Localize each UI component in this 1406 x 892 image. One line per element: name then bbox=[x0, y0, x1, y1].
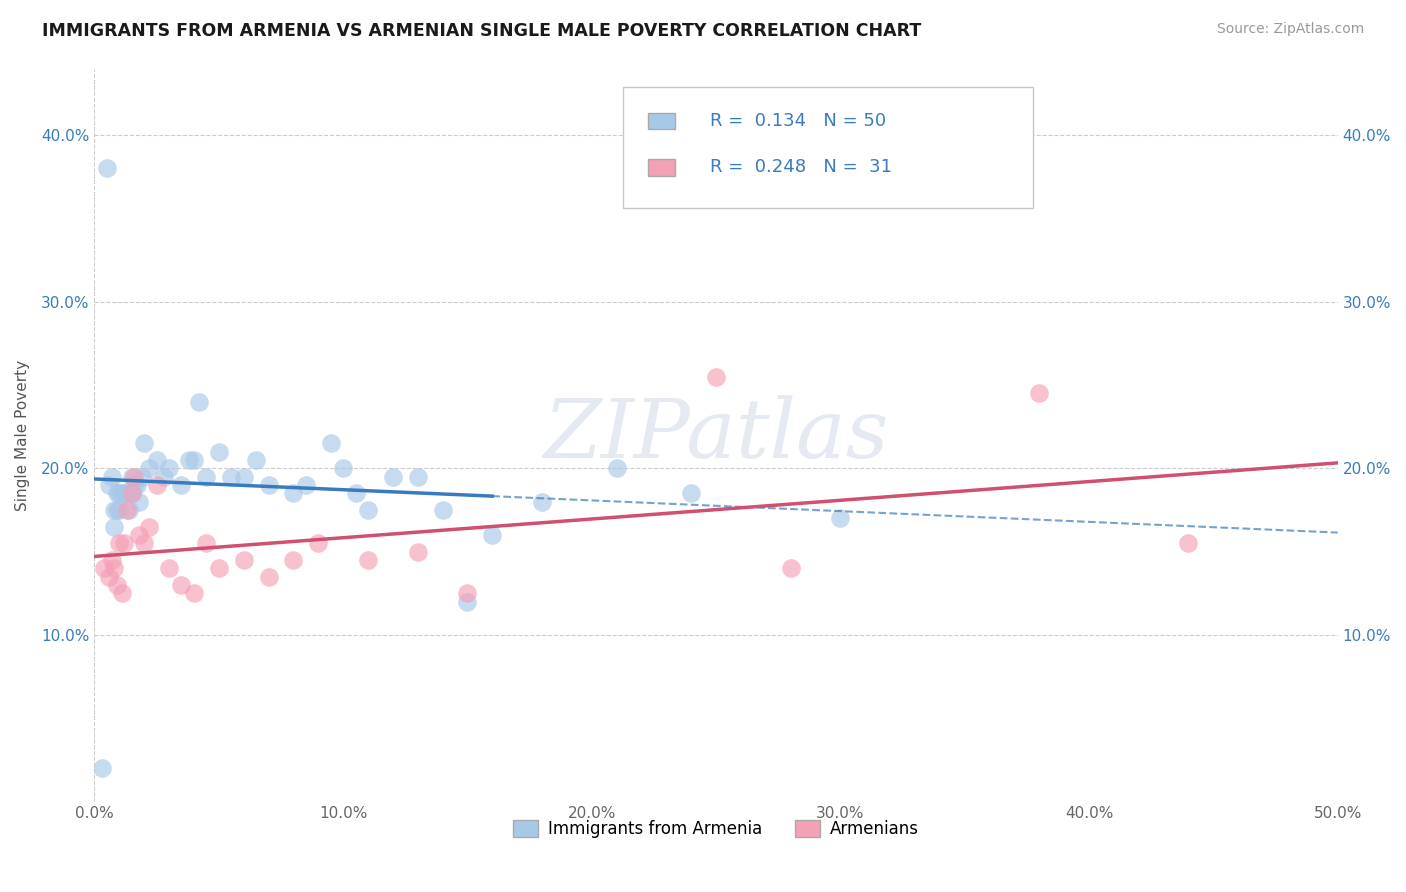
Point bbox=[103, 519, 125, 533]
Y-axis label: Single Male Poverty: Single Male Poverty bbox=[15, 359, 30, 510]
Point bbox=[157, 461, 180, 475]
Point bbox=[115, 486, 138, 500]
Point bbox=[183, 586, 205, 600]
Point bbox=[187, 394, 209, 409]
Point bbox=[101, 469, 124, 483]
FancyBboxPatch shape bbox=[648, 113, 675, 129]
Point bbox=[138, 519, 160, 533]
Point bbox=[128, 528, 150, 542]
Point bbox=[257, 569, 280, 583]
Point bbox=[357, 503, 380, 517]
Point bbox=[1177, 536, 1199, 550]
Point bbox=[830, 511, 852, 525]
Point bbox=[111, 586, 134, 600]
Point bbox=[183, 453, 205, 467]
Point bbox=[344, 486, 367, 500]
Point bbox=[195, 469, 218, 483]
Point bbox=[103, 561, 125, 575]
Point bbox=[121, 486, 143, 500]
Point bbox=[96, 161, 118, 176]
Point bbox=[219, 469, 242, 483]
Text: R =  0.248   N =  31: R = 0.248 N = 31 bbox=[710, 159, 891, 177]
Point bbox=[128, 494, 150, 508]
Point bbox=[121, 486, 143, 500]
Point bbox=[105, 578, 128, 592]
Point bbox=[122, 478, 145, 492]
Point bbox=[1028, 386, 1050, 401]
Point bbox=[138, 461, 160, 475]
Point bbox=[115, 503, 138, 517]
Text: ZIPatlas: ZIPatlas bbox=[543, 395, 889, 475]
Point bbox=[103, 503, 125, 517]
Point bbox=[145, 478, 167, 492]
Point bbox=[481, 528, 503, 542]
Point bbox=[606, 461, 628, 475]
Point bbox=[134, 436, 156, 450]
Point bbox=[319, 436, 342, 450]
Point bbox=[112, 486, 135, 500]
Point bbox=[101, 553, 124, 567]
Point bbox=[108, 536, 131, 550]
Point bbox=[195, 536, 218, 550]
Point bbox=[295, 478, 318, 492]
Point bbox=[112, 536, 135, 550]
Point bbox=[170, 578, 193, 592]
Point bbox=[406, 469, 429, 483]
Point bbox=[432, 503, 454, 517]
Point bbox=[681, 486, 703, 500]
FancyBboxPatch shape bbox=[623, 87, 1033, 208]
Point bbox=[530, 494, 553, 508]
Text: Source: ZipAtlas.com: Source: ZipAtlas.com bbox=[1216, 22, 1364, 37]
Legend: Immigrants from Armenia, Armenians: Immigrants from Armenia, Armenians bbox=[506, 813, 927, 845]
Point bbox=[357, 553, 380, 567]
Point bbox=[406, 544, 429, 558]
Point bbox=[90, 761, 112, 775]
Text: IMMIGRANTS FROM ARMENIA VS ARMENIAN SINGLE MALE POVERTY CORRELATION CHART: IMMIGRANTS FROM ARMENIA VS ARMENIAN SING… bbox=[42, 22, 921, 40]
Point bbox=[153, 469, 176, 483]
Point bbox=[121, 469, 143, 483]
Point bbox=[307, 536, 329, 550]
Point bbox=[105, 503, 128, 517]
Point bbox=[131, 469, 153, 483]
Point bbox=[257, 478, 280, 492]
Point bbox=[208, 561, 231, 575]
Point bbox=[283, 553, 305, 567]
Point bbox=[93, 561, 115, 575]
Point bbox=[232, 553, 254, 567]
Point bbox=[332, 461, 354, 475]
Point bbox=[245, 453, 267, 467]
Point bbox=[145, 453, 167, 467]
Point bbox=[105, 486, 128, 500]
Point bbox=[108, 503, 131, 517]
Point bbox=[232, 469, 254, 483]
Point bbox=[381, 469, 404, 483]
Point bbox=[157, 561, 180, 575]
Point bbox=[456, 594, 478, 608]
Point bbox=[170, 478, 193, 492]
Point bbox=[125, 478, 148, 492]
Point bbox=[98, 569, 121, 583]
Text: R =  0.134   N = 50: R = 0.134 N = 50 bbox=[710, 112, 886, 130]
Point bbox=[208, 444, 231, 458]
Point bbox=[283, 486, 305, 500]
Point bbox=[98, 478, 121, 492]
Point bbox=[108, 486, 131, 500]
Point bbox=[111, 486, 134, 500]
Point bbox=[134, 536, 156, 550]
Point bbox=[122, 469, 145, 483]
Point bbox=[118, 503, 141, 517]
Point bbox=[177, 453, 200, 467]
Point bbox=[456, 586, 478, 600]
Point bbox=[779, 561, 801, 575]
FancyBboxPatch shape bbox=[648, 160, 675, 176]
Point bbox=[704, 369, 727, 384]
